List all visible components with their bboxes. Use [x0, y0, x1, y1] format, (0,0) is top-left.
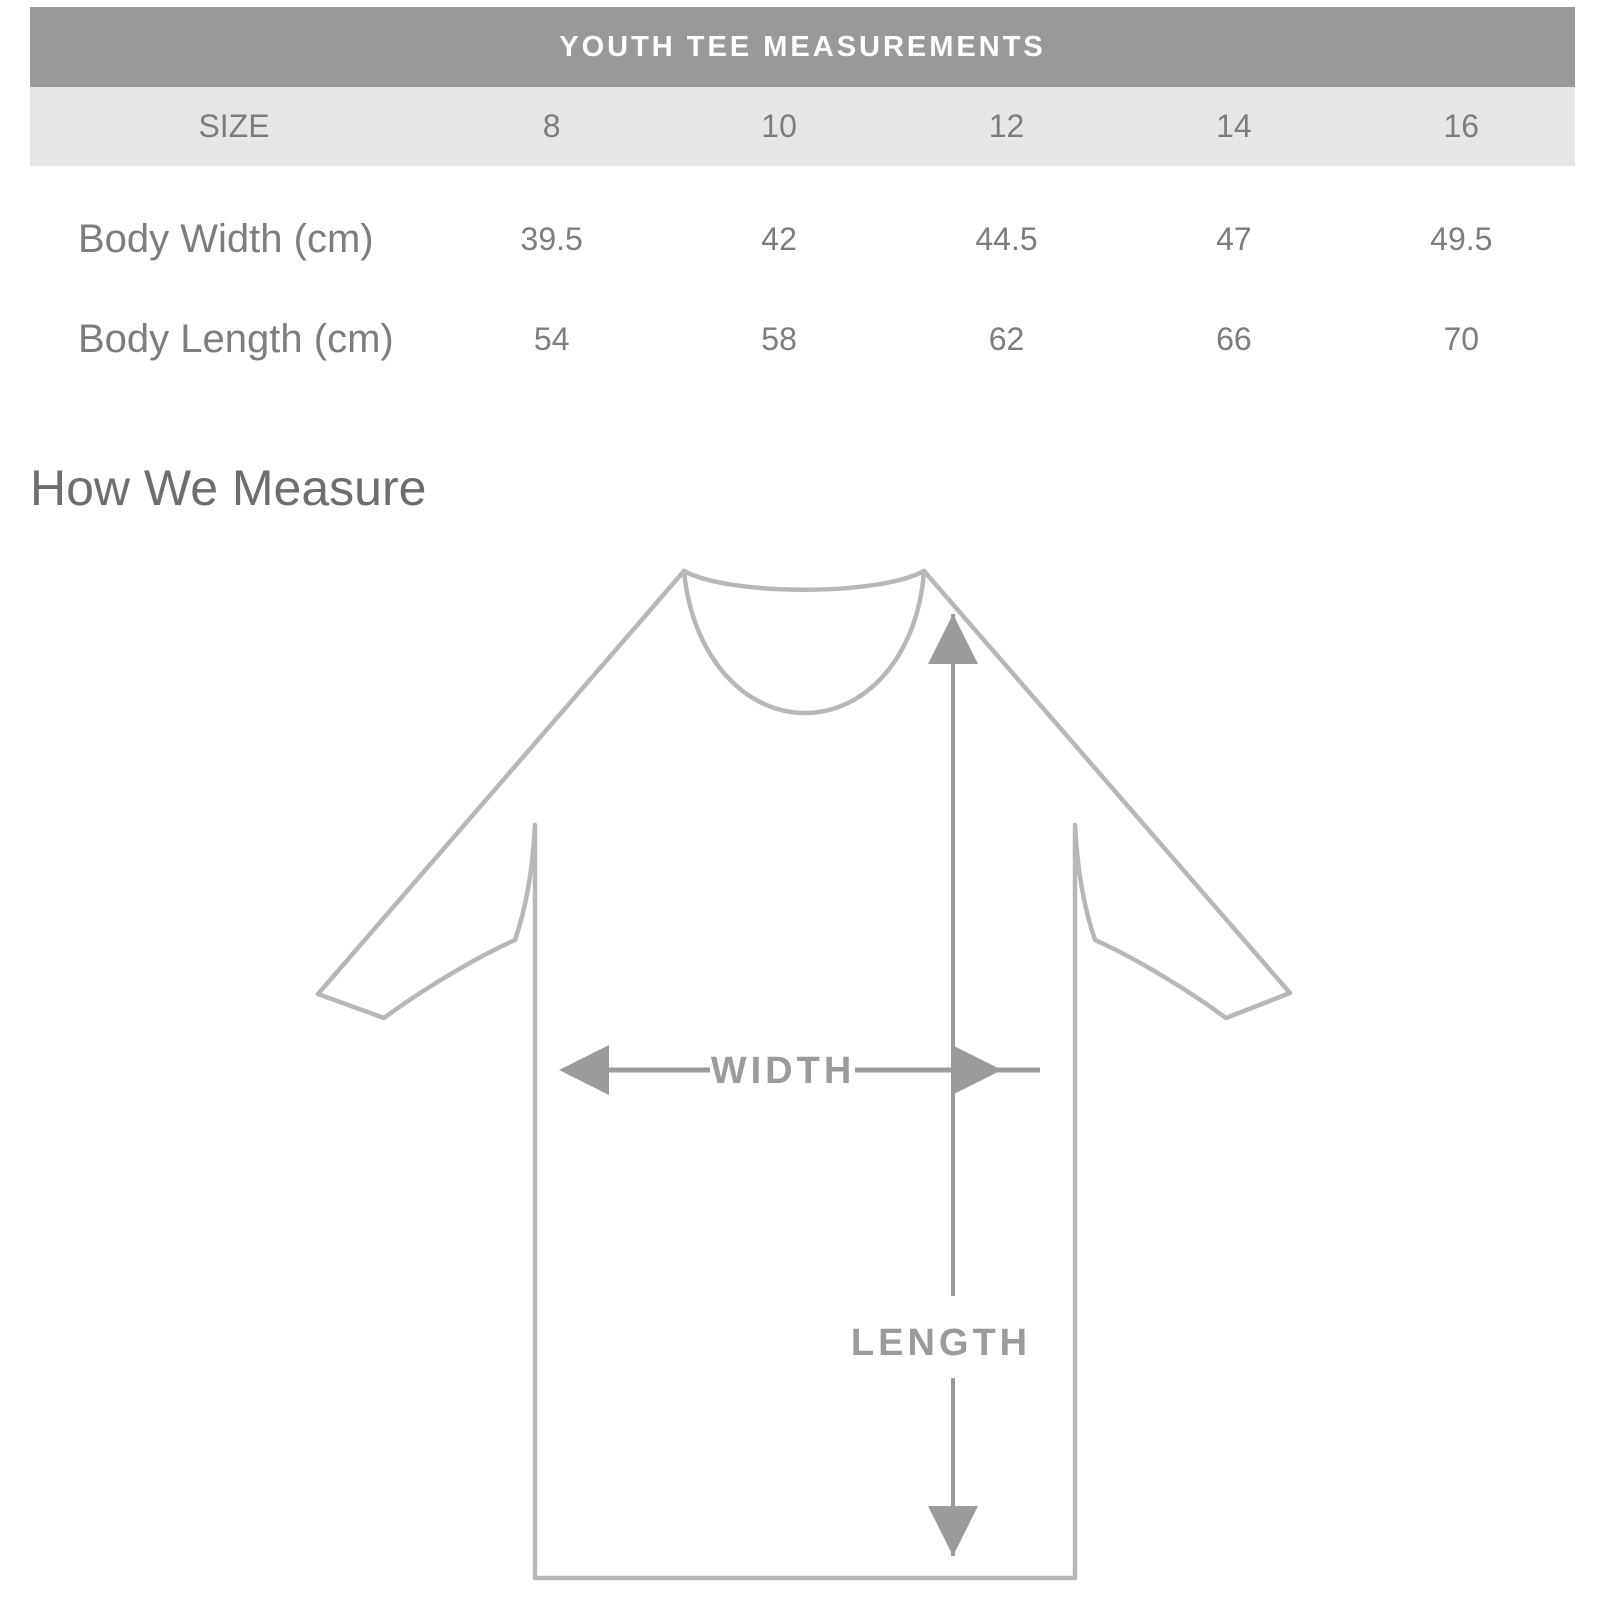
svg-text:WIDTH: WIDTH [711, 1050, 856, 1092]
svg-text:LENGTH: LENGTH [851, 1322, 1031, 1364]
